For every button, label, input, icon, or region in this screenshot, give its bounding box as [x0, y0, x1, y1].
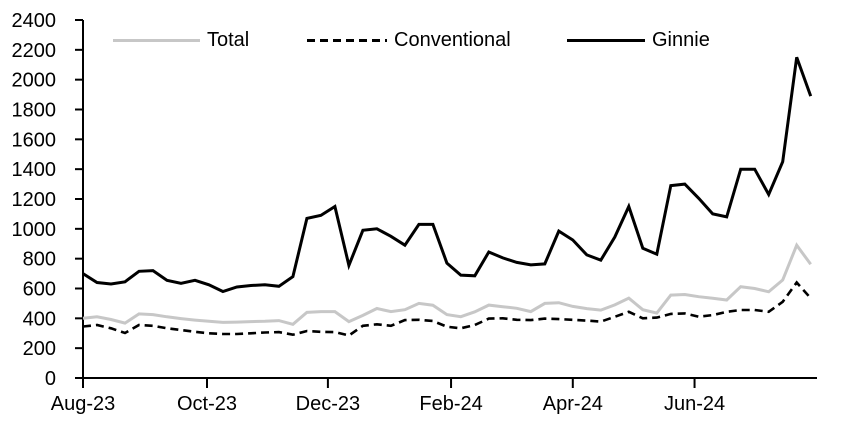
- ginnie-line-swatch: [567, 38, 645, 42]
- y-tick-label: 1600: [12, 129, 57, 151]
- legend-item-conventional: Conventional: [307, 28, 511, 51]
- x-tick-label: Dec-23: [296, 393, 360, 415]
- legend-label-total: Total: [207, 28, 250, 51]
- axes: [82, 20, 817, 379]
- series-ginnie-line: [82, 56, 813, 294]
- conventional-line-swatch: [307, 38, 387, 42]
- y-tick-label: 2200: [12, 40, 57, 62]
- y-tick-label: 1000: [12, 219, 57, 241]
- y-tick-label: 400: [23, 308, 56, 330]
- series-total-line: [82, 242, 812, 326]
- legend-label-ginnie: Ginnie: [652, 28, 710, 51]
- y-tick-label: 2400: [12, 10, 57, 32]
- y-tick-label: 200: [23, 338, 56, 360]
- legend-label-conventional: Conventional: [394, 28, 511, 51]
- total-line-swatch: [113, 38, 200, 42]
- x-tick-label: Feb-24: [419, 393, 482, 415]
- y-tick-label: 2000: [12, 70, 57, 92]
- y-tick-label: 800: [23, 249, 56, 271]
- y-tick-label: 1400: [12, 159, 57, 181]
- series-conventional-line: [82, 280, 812, 337]
- y-tick-label: 1800: [12, 100, 57, 122]
- y-tick-label: 1200: [12, 189, 57, 211]
- x-tick-label: Aug-23: [51, 393, 116, 415]
- legend-item-total: Total: [113, 28, 250, 51]
- y-tick-label: 0: [45, 368, 56, 390]
- x-tick-label: Oct-23: [177, 393, 237, 415]
- y-tick-label: 600: [23, 279, 56, 301]
- x-tick-label: Apr-24: [543, 393, 603, 415]
- x-tick-label: Jun-24: [664, 393, 725, 415]
- legend-item-ginnie: Ginnie: [567, 28, 710, 51]
